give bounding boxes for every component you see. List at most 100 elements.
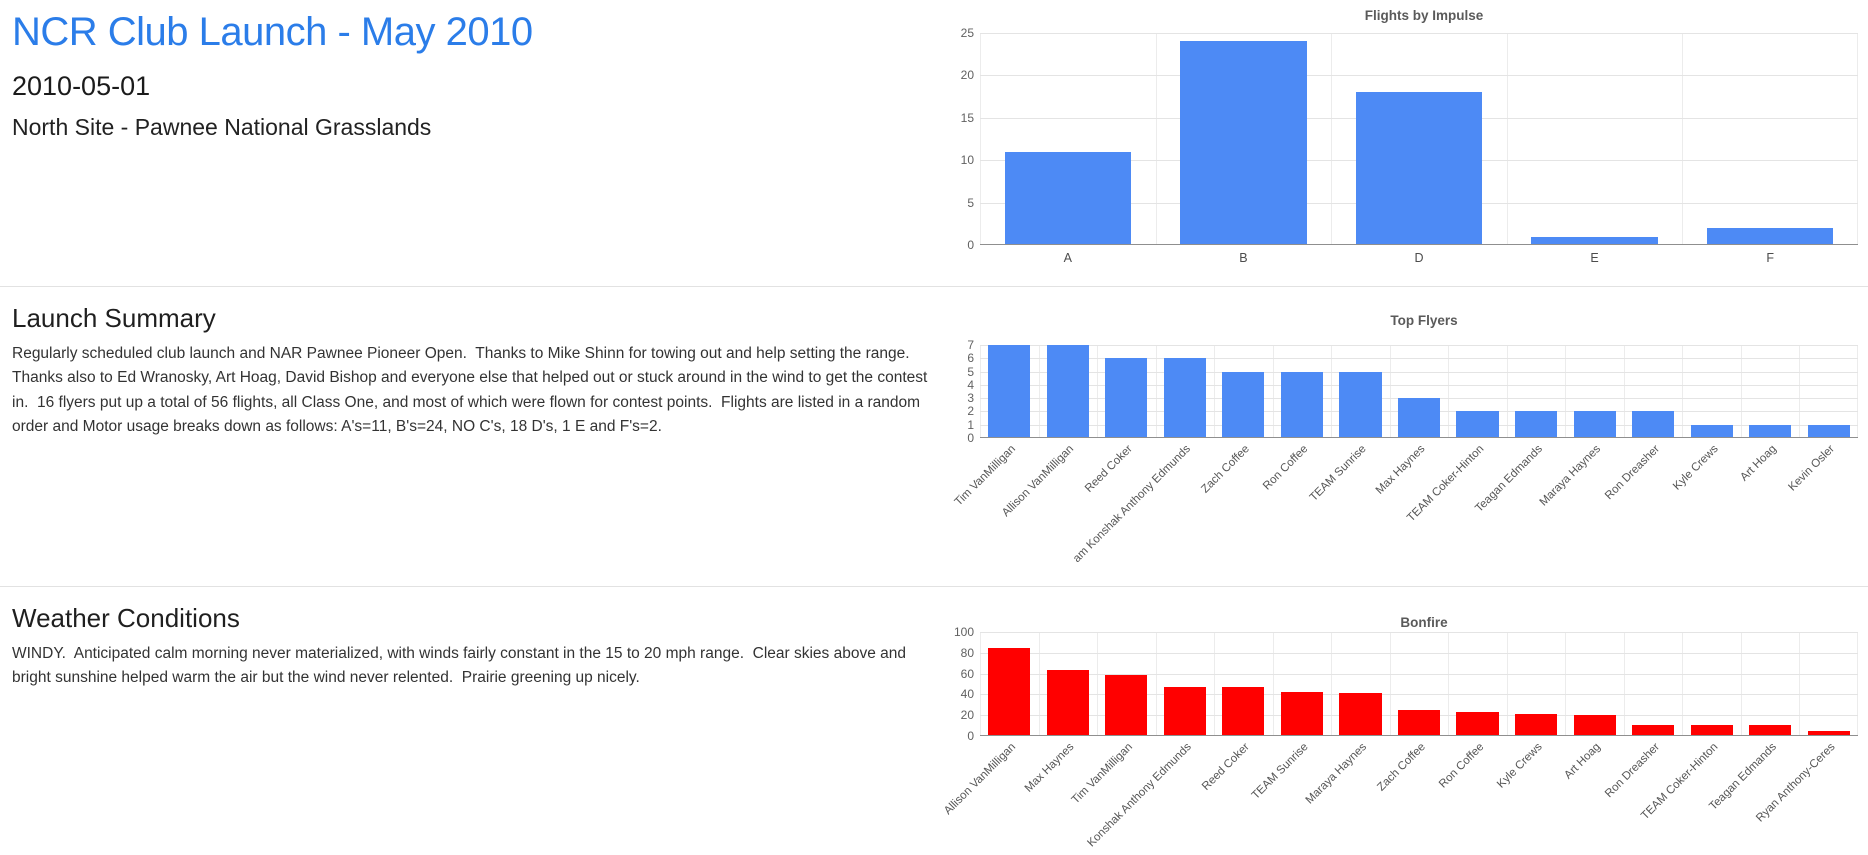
- header-text-column: NCR Club Launch - May 2010 2010-05-01 No…: [0, 0, 950, 286]
- bar-max-haynes[interactable]: [1046, 670, 1089, 736]
- weather-text-column: Weather Conditions WINDY. Anticipated ca…: [0, 587, 950, 854]
- vertical-gridline: [1272, 345, 1274, 438]
- bar-tim-vanmilligan[interactable]: [1105, 674, 1148, 736]
- vertical-gridline: [1097, 632, 1099, 736]
- header-section: NCR Club Launch - May 2010 2010-05-01 No…: [0, 0, 1868, 286]
- y-axis-tick-label: 25: [960, 26, 974, 40]
- bar-reed-coker[interactable]: [1105, 358, 1148, 438]
- vertical-gridline: [980, 345, 981, 438]
- bar-f[interactable]: [1706, 228, 1834, 245]
- x-axis-label: TEAM Sunrise: [1308, 443, 1369, 504]
- y-axis-tick-label: 20: [960, 68, 974, 83]
- bar-allison-vanmilligan[interactable]: [988, 647, 1031, 736]
- vertical-gridline: [1506, 632, 1508, 736]
- launch-site: North Site - Pawnee National Grasslands: [12, 114, 432, 140]
- launch-summary-body: Regularly scheduled club launch and NAR …: [12, 345, 932, 436]
- horizontal-gridline: [980, 632, 1858, 633]
- x-axis-label: Max Haynes: [1373, 443, 1428, 497]
- bar-max-haynes[interactable]: [1397, 398, 1441, 438]
- bar-kyle-crews[interactable]: [1514, 714, 1558, 736]
- horizontal-gridline: [980, 33, 1858, 34]
- horizontal-gridline: [980, 652, 1858, 654]
- bar-team-coker-hinton[interactable]: [1456, 411, 1499, 438]
- vertical-gridline: [980, 632, 981, 736]
- vertical-gridline: [1682, 33, 1684, 245]
- vertical-gridline: [1389, 632, 1391, 736]
- vertical-gridline: [1506, 33, 1508, 245]
- x-axis-label: Ron Dreasher: [1602, 741, 1662, 801]
- bar-teagan-edmands[interactable]: [1749, 724, 1792, 736]
- bar-art-hoag[interactable]: [1749, 424, 1792, 438]
- bar-d[interactable]: [1355, 92, 1483, 245]
- bar-team-coker-hinton[interactable]: [1690, 724, 1733, 736]
- x-axis-label: Maraya Haynes: [1537, 443, 1604, 509]
- chart-plot-area: 0 20 40 60 80 100: [954, 625, 1858, 743]
- launch-summary-text-column: Launch Summary Regularly scheduled club …: [0, 287, 950, 586]
- x-axis-label: B: [1239, 251, 1248, 265]
- bar-kyle-crews[interactable]: [1690, 424, 1733, 438]
- bar-e[interactable]: [1531, 236, 1658, 245]
- x-axis-label: Ron Coffee: [1436, 741, 1487, 791]
- vertical-gridline: [1155, 33, 1157, 245]
- x-axis-label: Max Haynes: [1022, 741, 1077, 795]
- bar-ron-coffee[interactable]: [1456, 712, 1499, 736]
- bar-tim-vanmilligan[interactable]: [988, 345, 1031, 438]
- y-axis-tick-label: 2: [967, 404, 974, 419]
- bar-team-sunrise[interactable]: [1339, 371, 1382, 438]
- bar-allison-vanmilligan[interactable]: [1046, 345, 1089, 438]
- vertical-gridline: [1740, 632, 1742, 736]
- x-axis-label: A: [1063, 251, 1072, 265]
- vertical-gridline: [1740, 345, 1742, 438]
- y-axis-tick-label: 10: [960, 153, 974, 168]
- y-axis-tick-label: 4: [967, 377, 974, 392]
- horizontal-gridline: [980, 345, 1858, 346]
- bar-team-sunrise[interactable]: [1280, 692, 1323, 736]
- chart-plot-area: 0 5 10 15 20 25: [961, 26, 1858, 252]
- y-axis-tick-label: 0: [967, 431, 974, 445]
- bar-ron-dreasher[interactable]: [1632, 724, 1675, 736]
- x-axis-label: Kyle Crews: [1494, 741, 1545, 791]
- bar-a[interactable]: [1004, 151, 1131, 245]
- bar-konshak-anthony-edmunds[interactable]: [1163, 687, 1206, 736]
- bar-reed-coker[interactable]: [1222, 687, 1265, 736]
- x-axis-baseline: [980, 735, 1858, 736]
- bar-art-hoag[interactable]: [1573, 715, 1616, 736]
- x-axis-labels: Tim VanMilligan Allison VanMilligan Reed C…: [952, 438, 1858, 584]
- x-axis-labels: Allison VanMilligan Max Haynes Tim VanMill…: [942, 736, 1858, 852]
- x-axis-label: am Konshak Anthony Edmunds: [1071, 443, 1194, 565]
- bar-kevin-osler[interactable]: [1807, 424, 1850, 438]
- bar-zach-coffee[interactable]: [1222, 371, 1265, 438]
- bar-maraya-haynes[interactable]: [1573, 411, 1616, 438]
- bar-teagan-edmands[interactable]: [1514, 411, 1558, 438]
- x-axis-label: Zach Coffee: [1199, 443, 1252, 496]
- weather-body: WINDY. Anticipated calm morning never ma…: [12, 645, 911, 687]
- bar-b[interactable]: [1180, 41, 1307, 245]
- vertical-gridline: [1799, 345, 1801, 438]
- x-axis-label: Konshak Anthony Edmunds: [1084, 741, 1194, 850]
- y-axis-tick-label: 20: [960, 708, 974, 723]
- launch-summary-heading: Launch Summary: [12, 303, 216, 333]
- bar-am-konshak-anthony-edmunds[interactable]: [1163, 358, 1206, 438]
- vertical-gridline: [1448, 345, 1450, 438]
- bar-ron-dreasher[interactable]: [1632, 411, 1675, 438]
- vertical-gridline: [1799, 632, 1801, 736]
- bar-zach-coffee[interactable]: [1397, 710, 1441, 736]
- bar-ryan-anthony-ceres[interactable]: [1807, 730, 1850, 736]
- y-axis-tick-label: 40: [960, 687, 974, 702]
- vertical-gridline: [1155, 345, 1157, 438]
- x-axis-label: Tim VanMilligan: [1069, 741, 1135, 807]
- x-axis-baseline: [980, 244, 1858, 245]
- x-axis-label: Tim VanMilligan: [952, 443, 1018, 509]
- y-axis-tick-label: 6: [967, 351, 974, 366]
- y-axis-tick-label: 80: [960, 645, 974, 660]
- bar-ron-coffee[interactable]: [1280, 371, 1323, 438]
- flights-by-impulse-chart: Flights by Impulse 0 5 10 15 20 25 A B D E F: [950, 0, 1868, 286]
- vertical-gridline: [1155, 632, 1157, 736]
- x-axis-label: E: [1590, 251, 1599, 265]
- bar-maraya-haynes[interactable]: [1339, 693, 1382, 736]
- horizontal-gridline: [980, 371, 1858, 373]
- vertical-gridline: [1331, 345, 1333, 438]
